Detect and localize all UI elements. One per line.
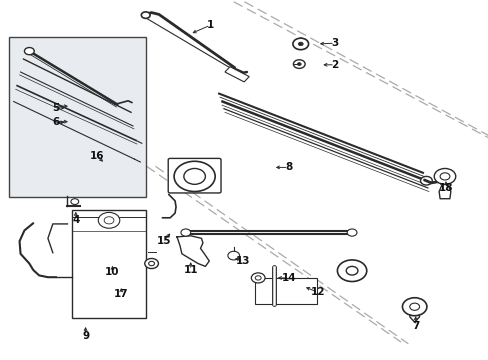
- Circle shape: [433, 168, 455, 184]
- Circle shape: [181, 229, 190, 236]
- Circle shape: [141, 12, 150, 18]
- Bar: [72, 210, 145, 318]
- Circle shape: [148, 261, 154, 266]
- Circle shape: [337, 260, 366, 282]
- Circle shape: [439, 173, 449, 180]
- Circle shape: [71, 199, 79, 204]
- Text: 3: 3: [331, 38, 338, 48]
- Text: 14: 14: [282, 273, 296, 283]
- Circle shape: [255, 276, 261, 280]
- Circle shape: [174, 161, 215, 192]
- Text: 17: 17: [114, 289, 128, 300]
- Text: 16: 16: [89, 150, 104, 161]
- Circle shape: [227, 251, 239, 260]
- Bar: [9, 37, 145, 197]
- Text: 12: 12: [310, 287, 325, 297]
- Circle shape: [298, 42, 303, 46]
- Circle shape: [98, 212, 120, 228]
- Text: 10: 10: [105, 267, 120, 277]
- Circle shape: [297, 63, 301, 66]
- Circle shape: [293, 60, 305, 68]
- Polygon shape: [177, 236, 209, 266]
- Circle shape: [292, 38, 308, 50]
- Text: 15: 15: [156, 236, 171, 246]
- Text: 5: 5: [53, 103, 60, 113]
- Text: 13: 13: [236, 256, 250, 266]
- Bar: [224, 67, 249, 82]
- Text: 6: 6: [53, 117, 60, 127]
- Text: 8: 8: [285, 162, 291, 172]
- Circle shape: [24, 48, 34, 55]
- Text: 2: 2: [331, 60, 338, 70]
- Text: 11: 11: [183, 265, 198, 275]
- Circle shape: [346, 229, 356, 236]
- Circle shape: [409, 303, 419, 310]
- Circle shape: [183, 168, 205, 184]
- Text: 7: 7: [411, 321, 419, 331]
- Circle shape: [104, 217, 114, 224]
- Circle shape: [346, 266, 357, 275]
- FancyBboxPatch shape: [168, 158, 221, 193]
- Text: 9: 9: [82, 330, 89, 341]
- Circle shape: [420, 176, 431, 185]
- Text: 18: 18: [438, 183, 452, 193]
- Bar: [255, 278, 316, 304]
- Circle shape: [251, 273, 264, 283]
- Text: 4: 4: [72, 215, 80, 225]
- Circle shape: [402, 298, 426, 316]
- Circle shape: [144, 258, 158, 269]
- Text: 1: 1: [206, 20, 213, 30]
